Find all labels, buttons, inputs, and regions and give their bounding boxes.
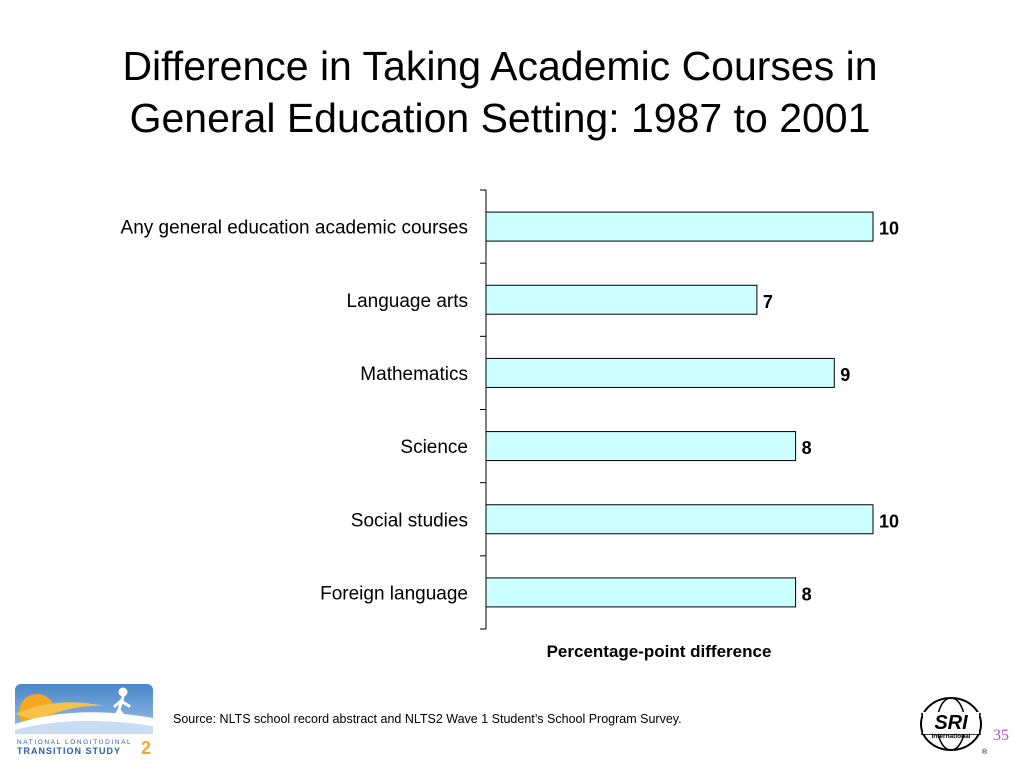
- bar-5: [485, 577, 797, 608]
- nlts2-logo-number: 2: [141, 738, 151, 756]
- slide-title-line-2: General Education Setting: 1987 to 2001: [129, 95, 871, 141]
- data-label-2: 9: [840, 365, 850, 385]
- data-label-0: 10: [879, 219, 899, 239]
- bar-1: [485, 284, 758, 315]
- data-label-1: 7: [763, 292, 773, 312]
- registered-mark: ®: [982, 748, 988, 756]
- category-label-4: Social studies: [351, 510, 468, 531]
- bar-0: [485, 211, 874, 242]
- sri-logo-text: SRI: [934, 712, 968, 734]
- bar-3: [485, 431, 797, 462]
- category-label-5: Foreign language: [320, 583, 468, 604]
- data-label-4: 10: [879, 511, 899, 531]
- nlts2-logo-line-2: TRANSITION STUDY: [17, 746, 121, 756]
- slide-title-line-1: Difference in Taking Academic Courses in: [122, 43, 878, 89]
- bar-chart: Any general education academic courses 10…: [121, 189, 899, 661]
- data-label-5: 8: [802, 584, 812, 604]
- globe-icon: [920, 697, 982, 751]
- bar-4: [485, 504, 874, 535]
- category-label-0: Any general education academic courses: [121, 218, 468, 239]
- bar-2: [485, 357, 835, 388]
- source-note: Source: NLTS school record abstract and …: [173, 712, 682, 726]
- category-label-1: Language arts: [347, 291, 469, 312]
- walking-person-icon: [111, 687, 131, 722]
- sri-international-logo: SRI International ®: [920, 697, 988, 756]
- data-label-3: 8: [802, 438, 812, 458]
- x-axis-label: Percentage-point difference: [547, 642, 772, 661]
- category-label-2: Mathematics: [360, 364, 468, 385]
- slide-title: Difference in Taking Academic Courses in…: [0, 40, 1000, 144]
- page-number: 35: [993, 727, 1009, 744]
- nlts2-logo: NATIONAL LONGITUDINAL TRANSITION STUDY 2: [15, 684, 153, 756]
- sri-logo-subtext: International: [931, 733, 970, 740]
- category-label-3: Science: [400, 437, 468, 458]
- nlts2-logo-line-1: NATIONAL LONGITUDINAL: [17, 739, 132, 746]
